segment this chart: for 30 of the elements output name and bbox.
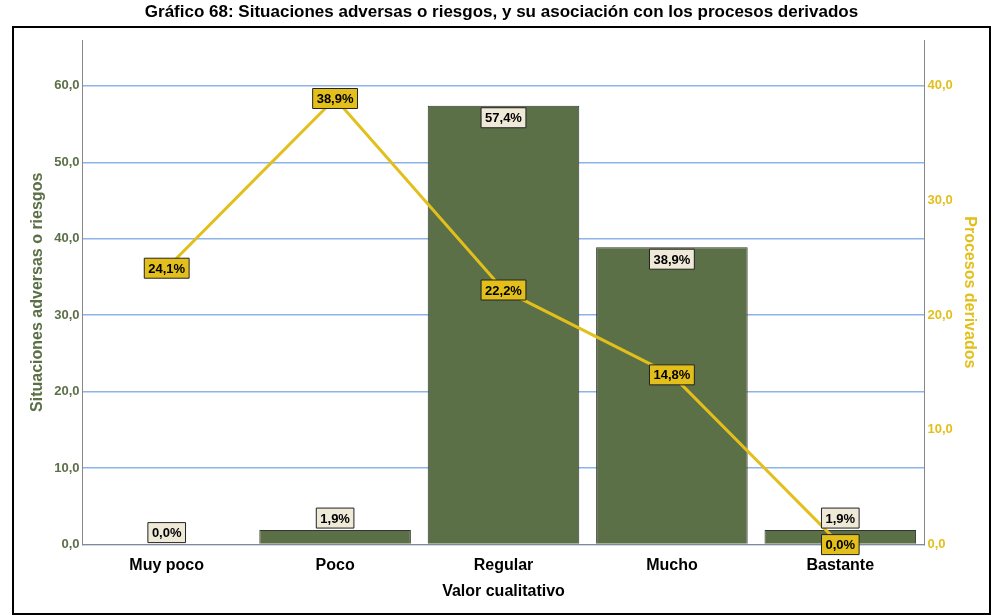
data-label: 0,0%: [151, 525, 182, 541]
y2-tick-label: 10,0: [927, 421, 953, 437]
x-tick-label: Muy poco: [129, 555, 205, 573]
chart-title: Gráfico 68: Situaciones adversas o riesgos, y su asociación con los procesos derivados: [143, 2, 860, 22]
y2-tick-label: 20,0: [927, 306, 953, 322]
data-label: 38,9%: [653, 251, 691, 267]
x-tick-label: Poco: [315, 555, 355, 573]
data-label: 57,4%: [485, 110, 523, 126]
data-label: 22,2%: [485, 282, 523, 298]
y2-tick-label: 30,0: [927, 192, 953, 208]
y-tick-label: 50,0: [54, 153, 80, 169]
x-tick-label: Mucho: [646, 555, 698, 573]
data-label: 1,9%: [320, 510, 351, 526]
y-tick-label: 30,0: [54, 306, 80, 322]
y-tick-label: 60,0: [54, 77, 80, 93]
y-tick-label: 0,0: [61, 536, 80, 552]
y-tick-label: 40,0: [54, 230, 80, 246]
data-label: 24,1%: [148, 260, 186, 276]
y-tick-label: 10,0: [54, 459, 80, 475]
y2-tick-label: 40,0: [927, 77, 953, 93]
y-axis-title: Situaciones adversas o riesgos: [28, 172, 46, 412]
y2-axis-title: Procesos derivados: [961, 216, 979, 369]
y2-tick-label: 0,0: [927, 536, 946, 552]
data-label: 38,9%: [316, 91, 354, 107]
data-label: 14,8%: [653, 367, 691, 383]
y-tick-label: 20,0: [54, 383, 80, 399]
x-axis-title: Valor cualitativo: [442, 581, 566, 599]
x-tick-label: Regular: [473, 555, 534, 573]
x-tick-label: Bastante: [806, 555, 875, 573]
data-label: 1,9%: [825, 510, 856, 526]
